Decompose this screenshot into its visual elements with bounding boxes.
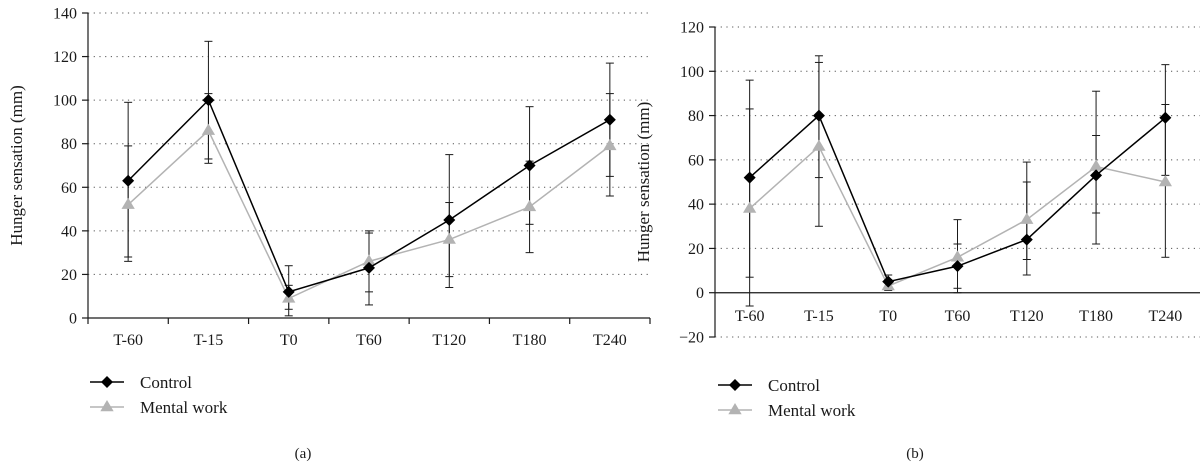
y-tick-label: 140 (53, 6, 77, 23)
control-point (1090, 169, 1103, 182)
x-tick-label: T240 (1148, 308, 1182, 325)
control-point (282, 285, 295, 298)
legend-control-marker (729, 379, 741, 391)
x-tick-label: T0 (879, 308, 897, 325)
mental-work-point (812, 139, 826, 151)
y-tick-label: 40 (688, 197, 704, 214)
y-tick-label: 120 (53, 49, 77, 66)
mental-work-point (1158, 175, 1173, 187)
mental-work-point (362, 254, 376, 266)
x-tick-label: T-15 (804, 308, 834, 325)
chart-panel-b: −20 0 20 40 60 80 100 120 T-60 T-15 T0 T60 T120 T180 T… (634, 20, 1200, 462)
x-tick-label: T120 (1010, 308, 1044, 325)
x-tick-label: T60 (356, 332, 382, 349)
y-tick-label: 80 (688, 108, 704, 125)
mental-work-point (522, 199, 537, 212)
y-tick-label: 20 (688, 241, 704, 258)
mental-work-point (201, 123, 216, 135)
x-tick-label: T-60 (735, 308, 765, 325)
mental-work-point (742, 201, 757, 213)
chart-panel-a: 0 20 40 60 80 100 120 140 T-60 T-15 T0 T60 T120 T180 T… (7, 6, 651, 462)
x-tick-label: T180 (1079, 308, 1113, 325)
control-point (1020, 233, 1033, 246)
x-tick-label: T180 (513, 332, 547, 349)
mental-work-point (1089, 159, 1103, 171)
legend-mental-work-label: Mental work (140, 398, 228, 417)
control-point (1159, 111, 1172, 124)
y-tick-label: 100 (53, 93, 77, 110)
y-tick-label: 40 (61, 223, 77, 240)
control-point (202, 94, 215, 107)
x-tick-label: T60 (945, 308, 971, 325)
y-tick-label: 80 (61, 136, 77, 153)
control-point (443, 213, 456, 226)
y-axis-label: Hunger sensation (mm) (7, 85, 26, 246)
control-point (363, 261, 375, 274)
y-tick-label: 60 (61, 180, 77, 197)
x-tick-label: T-15 (194, 332, 224, 349)
y-tick-label: −20 (679, 330, 704, 347)
legend-mental-work-marker (100, 400, 114, 412)
control-point (812, 109, 825, 122)
mental-work-point (121, 197, 135, 209)
x-tick-label: T-60 (113, 332, 143, 349)
x-tick-label: T0 (280, 332, 298, 349)
mental-work-point (1020, 212, 1034, 224)
control-point (882, 275, 895, 288)
control-point (523, 159, 536, 172)
y-tick-label: 0 (69, 311, 77, 328)
legend-control-label: Control (140, 373, 192, 392)
panel-label-a: (a) (295, 446, 312, 462)
legend-mental-work-marker (728, 403, 742, 415)
x-tick-label: T240 (593, 332, 627, 349)
y-tick-label: 0 (696, 285, 704, 302)
y-axis-label: Hunger sensation (mm) (634, 102, 653, 263)
legend-control-label: Control (768, 376, 820, 395)
control-point (122, 174, 135, 187)
y-tick-label: 60 (688, 152, 704, 169)
mental-work-point (442, 232, 456, 244)
y-tick-label: 100 (680, 64, 704, 81)
x-tick-label: T120 (432, 332, 466, 349)
control-point (603, 113, 616, 126)
legend-mental-work-label: Mental work (768, 401, 856, 420)
y-tick-label: 20 (61, 267, 77, 284)
mental-work-point (950, 250, 965, 262)
mental-work-point (603, 138, 617, 151)
panel-label-b: (b) (906, 446, 924, 462)
control-point (951, 260, 964, 273)
legend-control-marker (101, 376, 113, 388)
y-tick-label: 120 (680, 20, 704, 37)
control-point (743, 171, 756, 184)
